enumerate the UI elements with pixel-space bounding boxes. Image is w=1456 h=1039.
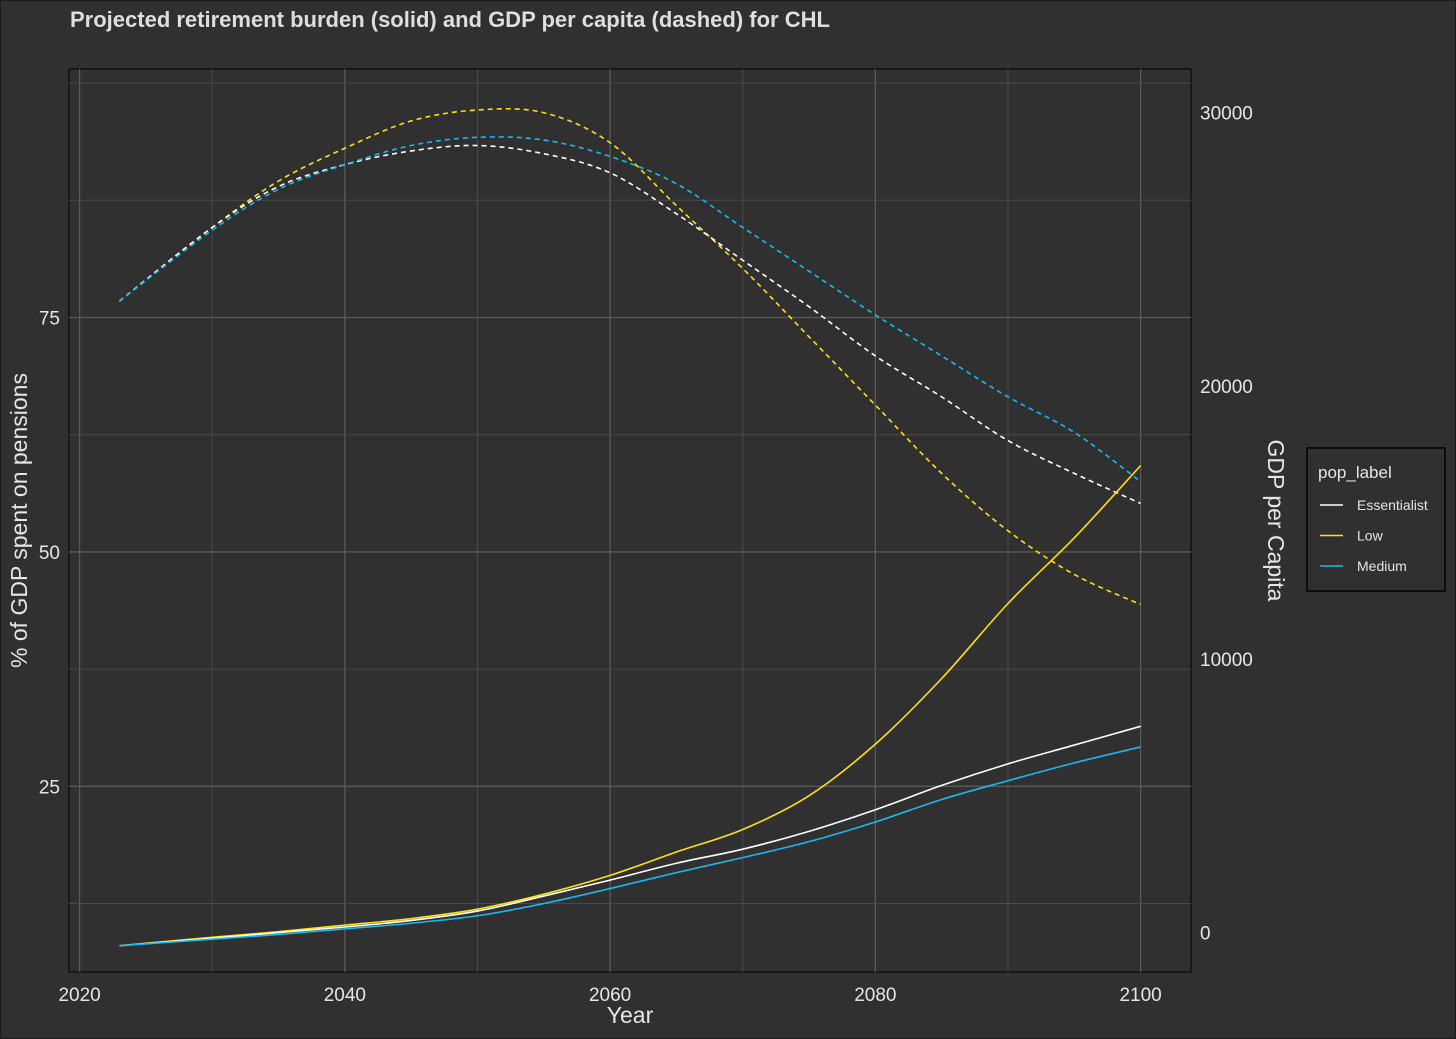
x-tick-label: 2100 [1119, 985, 1161, 1006]
x-tick-label: 2080 [854, 985, 896, 1006]
y2-tick-label: 30000 [1200, 104, 1253, 125]
y2-tick-label: 20000 [1200, 377, 1253, 398]
y2-tick-label: 0 [1200, 923, 1211, 944]
y2-axis-title: GDP per Capita [1263, 440, 1289, 602]
gridlines [69, 69, 1191, 972]
x-tick-label: 2060 [589, 985, 631, 1006]
y2-tick-label: 10000 [1200, 650, 1253, 671]
series-line-medium-pension [119, 746, 1141, 947]
y-tick-label: 50 [39, 543, 60, 564]
y-axis-title: % of GDP spent on pensions [6, 373, 32, 668]
legend-label-medium: Medium [1357, 558, 1407, 574]
legend: pop_label Essentialist Low Medium [1306, 447, 1446, 592]
y-tick-label: 75 [39, 308, 60, 329]
series-line-low-gdp [118, 107, 1141, 606]
plot-panel [68, 68, 1192, 973]
series-line-essentialist-gdp [118, 144, 1141, 505]
y-tick-label: 25 [39, 777, 60, 798]
x-tick-label: 2040 [324, 985, 366, 1006]
legend-label-low: Low [1357, 528, 1384, 544]
series-line-essentialist-pension [119, 725, 1141, 947]
legend-title: pop_label [1318, 463, 1392, 482]
axis-ticks: 2020 2040 2060 2080 2100 25 50 75 0 10000 20000 300… [39, 104, 1253, 1006]
x-tick-label: 2020 [58, 985, 100, 1006]
series-layer [118, 107, 1142, 947]
series-line-medium-gdp [118, 136, 1142, 483]
x-axis-title: Year [607, 1002, 654, 1028]
series-line-low-pension [119, 465, 1142, 947]
chart-title: Projected retirement burden (solid) and … [70, 7, 830, 32]
legend-label-essentialist: Essentialist [1357, 497, 1428, 513]
legend-box [1306, 447, 1446, 592]
